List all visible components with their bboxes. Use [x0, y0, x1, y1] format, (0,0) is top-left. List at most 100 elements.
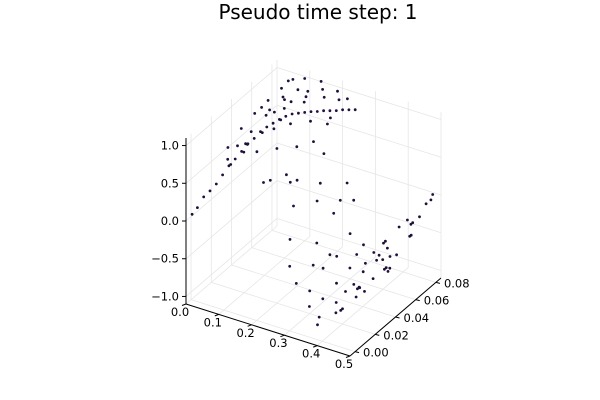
- data-point: [303, 77, 307, 80]
- data-point: [233, 157, 237, 161]
- y-tick-label: 0.06: [424, 294, 450, 308]
- data-point: [280, 86, 283, 90]
- data-point: [319, 80, 323, 83]
- grid-line: [185, 104, 278, 184]
- data-point: [253, 112, 257, 115]
- data-point: [322, 95, 326, 99]
- data-point: [249, 130, 253, 134]
- data-point: [292, 204, 295, 208]
- data-point: [202, 195, 206, 199]
- data-point: [377, 253, 381, 257]
- data-point: [268, 178, 272, 182]
- x-tick-label: 0.0: [171, 305, 189, 319]
- y-tick-mark: [395, 316, 400, 319]
- data-point: [239, 127, 243, 130]
- grid-line: [276, 180, 442, 234]
- data-point: [309, 110, 313, 113]
- data-point: [322, 152, 326, 156]
- data-point: [229, 163, 233, 166]
- data-point: [384, 239, 387, 243]
- data-point: [382, 241, 385, 245]
- data-point: [335, 254, 339, 258]
- data-point: [321, 88, 324, 91]
- grid-line: [185, 67, 278, 146]
- x-tick-mark: [181, 303, 187, 306]
- z-tick-label: 0.0: [161, 214, 179, 228]
- data-point: [294, 282, 298, 285]
- x-tick-mark: [247, 324, 252, 327]
- data-point: [282, 107, 286, 110]
- data-point: [338, 198, 342, 202]
- data-point: [352, 198, 356, 202]
- data-point: [315, 199, 319, 203]
- data-point: [288, 238, 292, 241]
- data-point: [361, 270, 365, 274]
- data-point: [335, 281, 338, 285]
- data-point: [296, 88, 300, 92]
- data-point: [240, 150, 244, 153]
- x-tick-label: 0.5: [335, 357, 353, 371]
- data-point: [408, 234, 412, 238]
- data-point: [334, 311, 338, 315]
- data-point: [332, 211, 336, 215]
- x-tick-label: 0.4: [302, 347, 320, 361]
- data-point: [341, 307, 344, 311]
- data-point: [315, 241, 319, 245]
- data-point: [375, 258, 378, 262]
- y-tick-label: 0.08: [444, 276, 470, 290]
- data-point: [356, 287, 359, 291]
- data-point: [290, 112, 294, 116]
- point-layer: [190, 77, 435, 327]
- data-point: [388, 255, 392, 258]
- data-point: [409, 222, 413, 226]
- data-point: [353, 108, 357, 112]
- data-point: [341, 108, 344, 112]
- data-point: [386, 246, 389, 250]
- data-point: [329, 116, 332, 120]
- data-point: [352, 283, 356, 286]
- data-point: [268, 108, 271, 112]
- data-point: [344, 290, 347, 293]
- y-tick-mark: [354, 351, 360, 354]
- axis-layer: [181, 138, 442, 358]
- grid-line: [185, 218, 278, 297]
- data-point: [355, 253, 359, 256]
- y-tick-label: 0.02: [383, 328, 409, 342]
- data-point: [316, 323, 319, 327]
- grid-line: [185, 142, 278, 222]
- data-point: [308, 289, 312, 293]
- x-tick-label: 0.3: [269, 336, 287, 350]
- y-tick-label: 0.00: [363, 346, 389, 360]
- data-point: [266, 99, 270, 102]
- data-point: [431, 193, 435, 196]
- data-point: [255, 150, 259, 154]
- data-point: [273, 110, 276, 114]
- grid-line: [276, 218, 442, 271]
- grid-line: [211, 281, 376, 335]
- data-point: [388, 266, 392, 270]
- z-tick-label: 1.0: [161, 139, 179, 153]
- y-tick-mark: [435, 281, 441, 284]
- x-tick-mark: [280, 334, 285, 338]
- data-point: [328, 109, 332, 113]
- data-point: [289, 122, 292, 126]
- data-point: [252, 137, 256, 140]
- data-point: [322, 109, 325, 113]
- data-point: [226, 157, 230, 161]
- data-point: [236, 144, 239, 148]
- data-point: [226, 146, 230, 149]
- data-point: [308, 305, 311, 308]
- z-tick-label: −0.5: [151, 252, 179, 266]
- data-point: [372, 251, 376, 254]
- data-point: [196, 206, 199, 210]
- data-point: [411, 221, 415, 225]
- data-point: [288, 264, 292, 268]
- data-point: [348, 266, 352, 270]
- data-point: [424, 202, 428, 206]
- data-point: [242, 150, 246, 154]
- data-point: [406, 218, 409, 222]
- data-point: [371, 277, 375, 280]
- data-point: [348, 232, 352, 236]
- data-point: [384, 266, 388, 270]
